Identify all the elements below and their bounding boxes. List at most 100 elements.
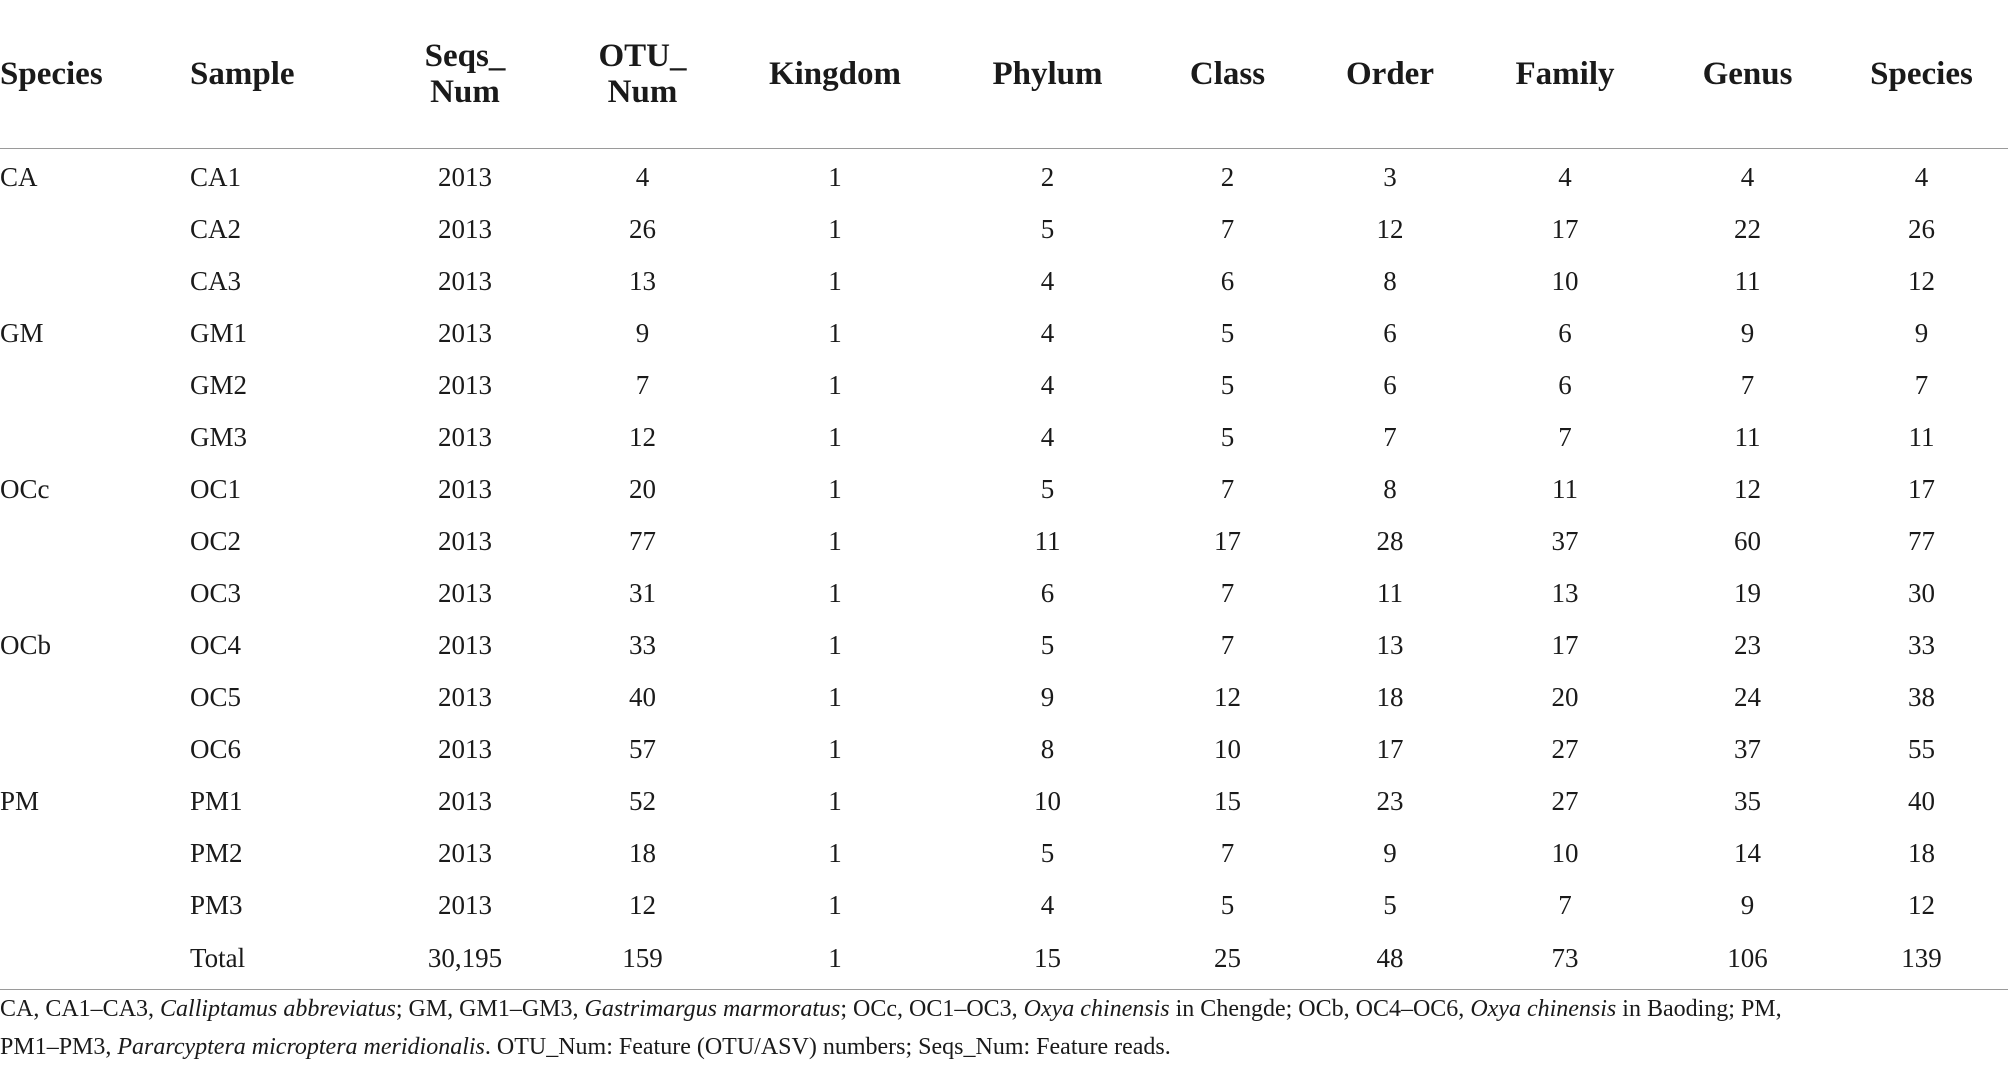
table-cell: 2013 [438,265,492,296]
table-cell: 1 [828,317,842,348]
table-cell: 7 [1558,889,1572,920]
table-cell: 2013 [438,629,492,660]
table-cell: 9 [1383,837,1397,868]
table-cell: GM1 [190,317,248,348]
table-cell: CA1 [190,161,242,192]
column-header: Phylum [950,22,1145,149]
table-cell: 5 [1220,317,1235,348]
table-cell: OC6 [190,733,242,764]
table-cell: 9 [635,317,650,348]
table-row: OC2 2013 77 1 11 17 28 37 60 77 [0,515,2008,567]
table-row: CA CA1 2013 4 1 2 2 3 4 4 4 [0,149,2008,204]
table-cell: 11 [1908,421,1935,452]
table-cell: OCb [0,629,52,660]
table-cell: 9 [1740,317,1755,348]
table-cell: 37 [1551,525,1579,556]
table-cell: 17 [1214,525,1241,556]
table-cell: 73 [1470,931,1660,990]
table-cell: 57 [629,733,656,764]
table-cell: 13 [1551,577,1579,608]
table-cell: 7 [635,369,650,400]
column-header: Class [1145,22,1310,149]
species-name-gm: Gastrimargus marmoratus [584,996,841,1022]
column-header: Species [0,22,190,149]
table-cell: 11 [1034,525,1061,556]
table-cell: 26 [1908,213,1935,244]
table-cell: 4 [1040,889,1055,920]
species-name-occ: Oxya chinensis [1023,996,1170,1022]
table-cell: 7 [1220,213,1235,244]
table-cell: PM2 [190,837,243,868]
table-cell: 38 [1908,681,1935,712]
table-cell: 11 [1734,421,1761,452]
table-cell: 1 [828,213,842,244]
table-row: PM2 2013 18 1 5 7 9 10 14 18 [0,827,2008,879]
table-cell: PM [0,785,40,816]
table-cell: 11 [1377,577,1403,608]
table-row: GM GM1 2013 9 1 4 5 6 6 9 9 [0,307,2008,359]
table-cell: 5 [1040,629,1055,660]
table-cell [0,671,190,723]
table-cell [0,359,190,411]
table-cell: 10 [1551,265,1579,296]
table-cell: 6 [1220,265,1235,296]
table-cell: 139 [1835,931,2008,990]
table-cell: 20 [1551,681,1579,712]
table-cell: 6 [1040,577,1055,608]
table-cell: 1 [828,785,842,816]
table-cell: 7 [1558,421,1572,452]
table-cell: 19 [1734,577,1761,608]
table-cell: 106 [1660,931,1835,990]
table-cell: 12 [1908,889,1935,920]
table-row: PM PM1 2013 52 1 10 15 23 27 35 40 [0,775,2008,827]
table-cell: 31 [629,577,656,608]
table-cell: 1 [828,629,842,660]
table-cell: PM3 [190,889,243,920]
table-cell: CA2 [190,213,242,244]
table-row: PM3 2013 12 1 4 5 5 7 9 12 [0,879,2008,931]
table-cell: 3 [1383,161,1397,192]
table-cell: OCc [0,473,50,504]
table-cell: 8 [1040,733,1055,764]
table-cell: 18 [1376,681,1404,712]
table-cell: 6 [1558,369,1572,400]
table-cell: 9 [1040,681,1055,712]
table-cell: 7 [1220,473,1235,504]
table-cell: 5 [1383,889,1397,920]
table-cell: 2013 [438,473,492,504]
table-cell: 159 [565,931,720,990]
table-row: OC3 2013 31 1 6 7 11 13 19 30 [0,567,2008,619]
table-cell: 2013 [438,681,492,712]
table-cell: 9 [1740,889,1755,920]
table-cell: 18 [1908,837,1935,868]
table-cell [0,567,190,619]
otu-summary-table: Species Sample Seqs_ Num OTU_ Num Kingdom Phylu… [0,22,2008,990]
table-cell: 17 [1551,629,1579,660]
table-cell: 8 [1383,473,1397,504]
table-cell: 52 [629,785,656,816]
table-cell: 1 [828,733,842,764]
table-cell: 77 [1908,525,1935,556]
table-cell: 7 [1220,629,1235,660]
table-cell: 17 [1908,473,1935,504]
table-cell: 1 [828,473,842,504]
table-cell: 40 [1908,785,1935,816]
table-cell: 15 [1214,785,1241,816]
table-cell: 1 [828,525,842,556]
table-cell: GM3 [190,421,248,452]
table-cell [0,723,190,775]
species-name-ocb: Oxya chinensis [1470,996,1617,1022]
table-cell: 30,195 [365,931,565,990]
table-cell: 20 [629,473,656,504]
table-cell: CA3 [190,265,242,296]
table-cell: 4 [1914,161,1929,192]
table-row: OCb OC4 2013 33 1 5 7 13 17 23 33 [0,619,2008,671]
table-cell: 55 [1908,733,1935,764]
table-cell [0,879,190,931]
table-cell: 12 [629,889,656,920]
table-cell: 48 [1310,931,1470,990]
column-header: Kingdom [720,22,950,149]
table-cell: 12 [1214,681,1241,712]
column-header: Order [1310,22,1470,149]
table-cell: 12 [629,421,656,452]
